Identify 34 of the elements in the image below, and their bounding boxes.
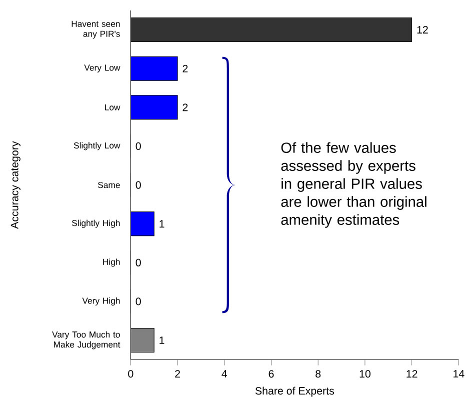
x-tick-label: 12 <box>406 370 418 378</box>
data-label: 1 <box>160 336 164 344</box>
bar <box>130 56 178 81</box>
y-tick-label: High <box>103 258 120 267</box>
x-tick-label: 6 <box>268 370 274 378</box>
annotation: Of the few values assessed by experts in general PIR values are lower than original amenity estimates <box>281 142 426 228</box>
data-label: 0 <box>136 142 141 150</box>
y-tick-label: Low <box>105 104 120 110</box>
x-tick-label: 0 <box>128 370 134 378</box>
data-label: 1 <box>160 220 164 228</box>
x-tick-label: 14 <box>454 370 464 378</box>
x-tick-label: 10 <box>360 370 370 378</box>
data-label: 2 <box>182 104 188 112</box>
data-label: 0 <box>136 181 141 189</box>
x-axis-title: Share of Experts <box>255 386 334 397</box>
data-label: 2 <box>182 64 188 72</box>
bar <box>130 212 154 236</box>
x-tick-label: 8 <box>316 370 321 378</box>
bar <box>130 328 154 353</box>
y-tick-label: Very Low <box>84 64 120 72</box>
data-label: 0 <box>136 298 141 306</box>
y-axis-title: Accuracy category <box>10 141 20 229</box>
data-label: 12 <box>417 26 428 34</box>
bar <box>130 17 412 42</box>
y-tick-label: Havent seen any PIR's <box>72 20 120 39</box>
x-tick-label: 2 <box>175 370 180 378</box>
y-tick-label: Slightly Low <box>74 142 120 150</box>
y-tick-label: Same <box>98 182 120 188</box>
bar <box>130 95 178 120</box>
x-tick-label: 4 <box>222 370 228 378</box>
y-tick-label: Vary Too Much to Make Judgement <box>52 331 120 350</box>
y-tick-label: Very High <box>82 297 120 306</box>
data-label: 0 <box>136 258 141 266</box>
y-tick-label: Slightly High <box>72 220 120 228</box>
